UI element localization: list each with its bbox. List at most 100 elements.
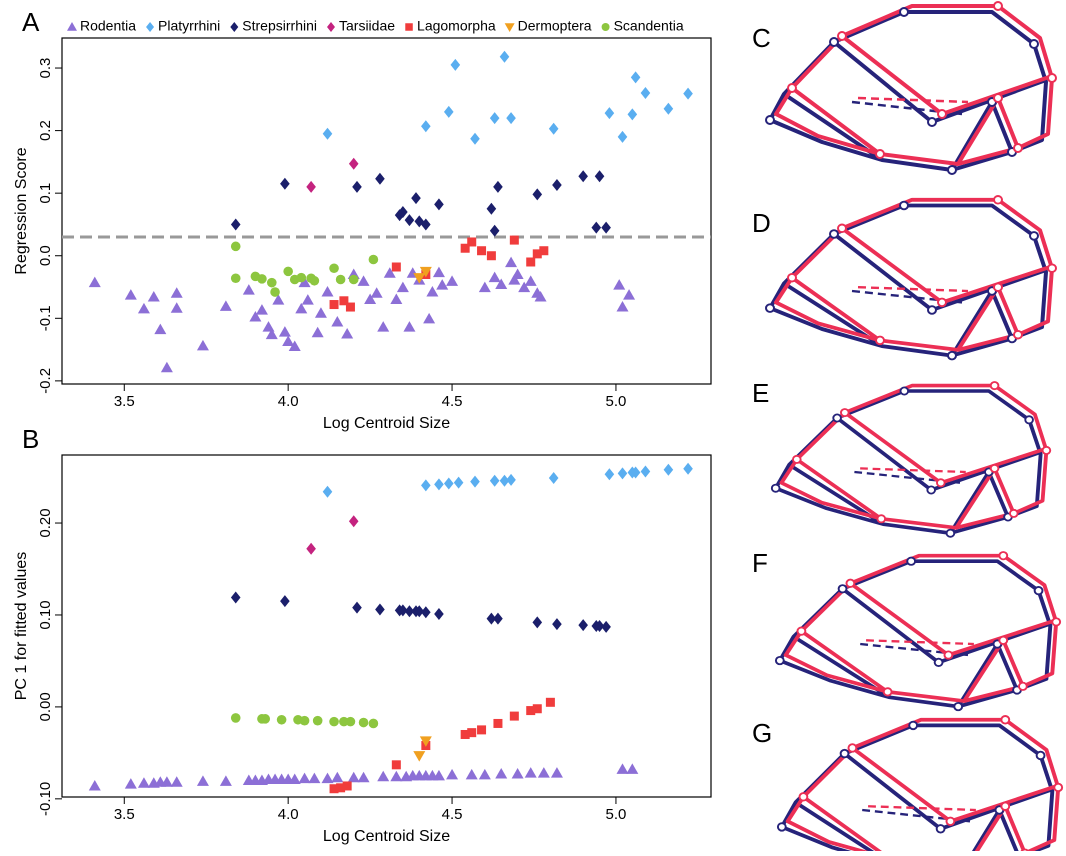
point — [352, 601, 362, 614]
point — [403, 321, 416, 332]
point — [443, 477, 454, 490]
point — [331, 316, 344, 327]
point — [489, 224, 500, 237]
point — [526, 706, 536, 716]
point — [404, 214, 415, 227]
point — [321, 286, 334, 297]
point — [124, 289, 137, 300]
point — [486, 251, 496, 261]
point — [219, 775, 232, 786]
point — [283, 266, 293, 277]
point — [390, 770, 403, 782]
point — [345, 302, 355, 312]
point — [499, 474, 510, 487]
point — [288, 773, 301, 785]
point — [460, 729, 470, 739]
point — [436, 279, 449, 290]
x-tick-label: 4.5 — [442, 393, 463, 410]
point — [230, 273, 241, 284]
panel-letter: F — [752, 548, 768, 578]
point — [532, 704, 542, 714]
point — [154, 323, 167, 335]
point — [255, 304, 268, 315]
point — [601, 221, 611, 234]
point — [280, 595, 290, 608]
point — [348, 274, 359, 285]
point — [630, 466, 641, 479]
point — [390, 293, 403, 305]
point — [616, 763, 629, 774]
point — [548, 471, 559, 484]
point — [342, 781, 352, 791]
x-axis-title: Log Centroid Size — [323, 415, 450, 432]
point — [306, 542, 316, 555]
point — [230, 218, 241, 231]
point — [508, 274, 521, 285]
point — [414, 215, 425, 228]
point — [357, 771, 370, 783]
point — [377, 321, 390, 332]
point — [249, 311, 262, 322]
y-axis-title: Regression Score — [13, 147, 30, 274]
point — [345, 716, 356, 727]
point — [604, 468, 615, 481]
point — [493, 612, 503, 625]
point — [88, 779, 101, 791]
point — [272, 294, 285, 305]
y-tick-label: 0.0 — [37, 245, 54, 266]
point — [683, 462, 693, 475]
point — [453, 476, 464, 489]
point — [477, 725, 487, 735]
point — [322, 127, 333, 140]
point — [368, 254, 379, 265]
point — [495, 768, 508, 779]
point — [299, 715, 310, 726]
point — [298, 772, 311, 784]
legend-label: Tarsiidae — [339, 18, 395, 34]
point — [331, 771, 344, 783]
point — [306, 180, 316, 193]
point — [375, 172, 385, 185]
x-tick-label: 5.0 — [606, 806, 627, 823]
point — [391, 262, 401, 272]
point — [311, 326, 324, 338]
legend-label: Lagomorpha — [417, 18, 496, 34]
legend-swatch — [67, 22, 77, 31]
point — [137, 302, 150, 314]
point — [493, 180, 503, 193]
point — [196, 339, 209, 351]
point — [578, 619, 588, 632]
point — [421, 218, 431, 231]
point — [594, 620, 605, 632]
point — [414, 605, 425, 618]
point — [663, 463, 674, 476]
point — [539, 246, 549, 256]
point — [260, 714, 271, 724]
point — [341, 327, 354, 339]
point — [398, 205, 408, 218]
point — [348, 157, 359, 170]
point — [375, 603, 385, 616]
point — [488, 271, 501, 283]
point — [322, 485, 333, 498]
point — [160, 776, 173, 787]
point — [532, 249, 542, 259]
point — [421, 479, 431, 492]
point — [396, 281, 409, 293]
y-axis-title: PC 1 for fitted values — [13, 552, 30, 701]
panel-letter: E — [752, 378, 769, 408]
point — [348, 515, 359, 528]
point — [532, 616, 543, 629]
point — [339, 296, 349, 306]
point — [505, 256, 518, 268]
y-tick-label: -0.1 — [37, 305, 54, 331]
point — [413, 273, 426, 284]
point — [613, 279, 626, 290]
y-tick-label: 0.20 — [37, 508, 54, 537]
legend-label: Rodentia — [80, 18, 136, 34]
point — [357, 275, 370, 286]
point — [489, 474, 500, 487]
point — [626, 763, 639, 774]
x-axis-title: Log Centroid Size — [323, 828, 450, 845]
y-tick-label: 0.2 — [37, 120, 54, 141]
